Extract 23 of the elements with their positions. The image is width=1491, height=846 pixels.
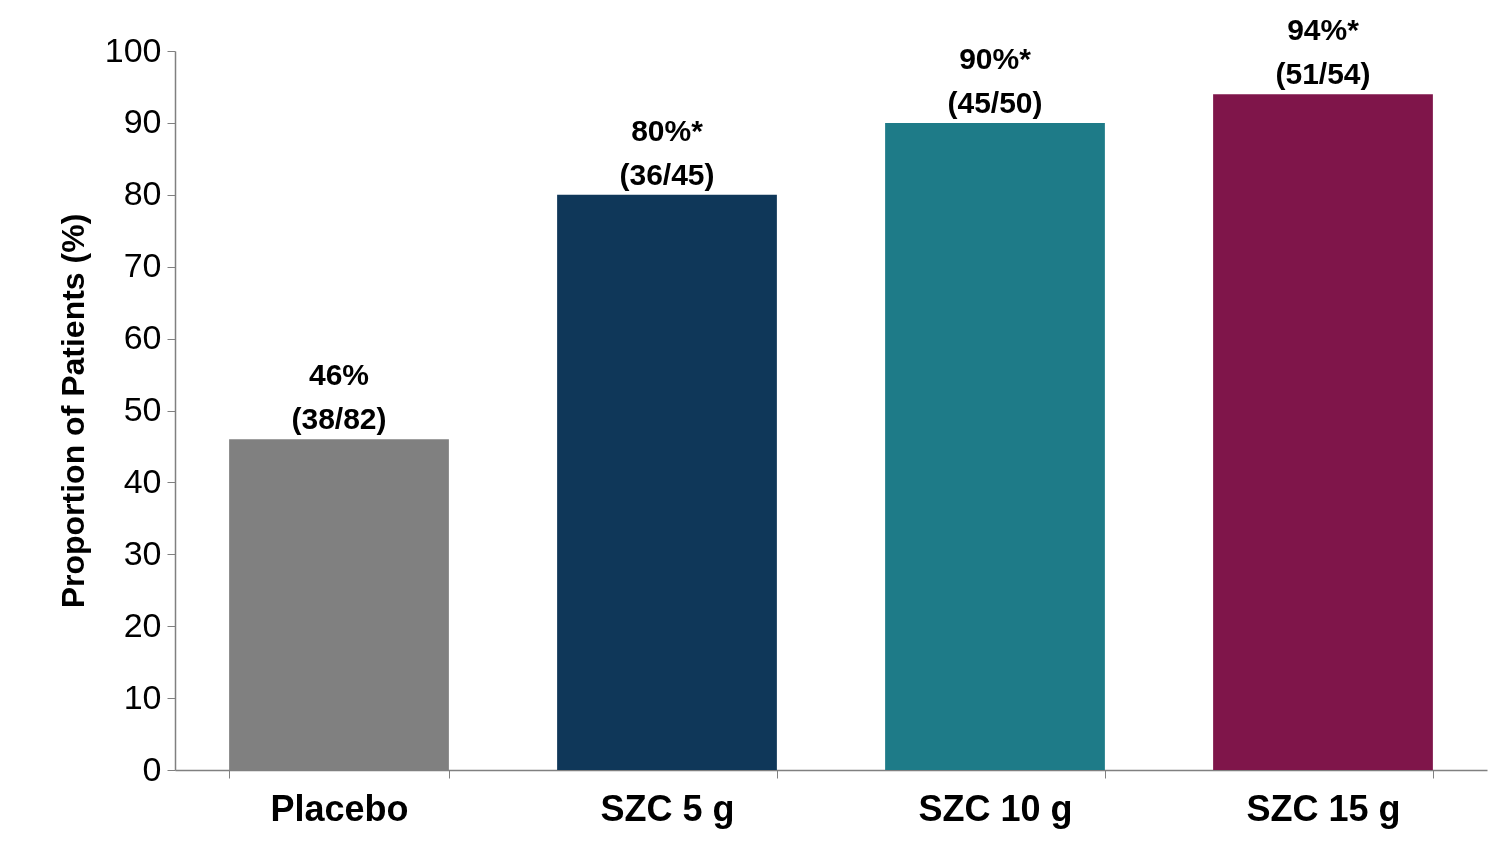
y-tick-label: 30 xyxy=(123,533,162,572)
bar xyxy=(1213,94,1433,770)
bar xyxy=(557,194,777,770)
y-tick-label: 60 xyxy=(123,318,162,357)
y-tick-label: 40 xyxy=(123,461,162,500)
y-tick-label: 50 xyxy=(123,390,162,428)
x-tick-label: SZC 10 g xyxy=(918,787,1073,829)
x-tick-label: SZC 5 g xyxy=(600,787,735,829)
bar xyxy=(885,122,1105,770)
x-tick-label: Placebo xyxy=(270,787,409,829)
data-label: 46% (38/82) xyxy=(291,358,387,436)
data-label: 94%* (51/54) xyxy=(1275,13,1371,91)
y-tick-label: 100 xyxy=(104,30,162,69)
y-tick-label: 20 xyxy=(123,605,162,644)
data-label: 80%* (36/45) xyxy=(619,113,715,191)
y-axis-title: Proportion of Patients (%) xyxy=(54,213,91,609)
y-tick-label: 70 xyxy=(123,246,162,285)
y-tick-label: 90 xyxy=(123,102,162,141)
y-tick-label: 10 xyxy=(123,677,162,716)
x-tick-label: SZC 15 g xyxy=(1246,787,1401,829)
data-label: 90%* (45/50) xyxy=(947,41,1043,119)
y-tick-label: 80 xyxy=(123,174,162,213)
y-tick-label: 0 xyxy=(142,749,162,788)
